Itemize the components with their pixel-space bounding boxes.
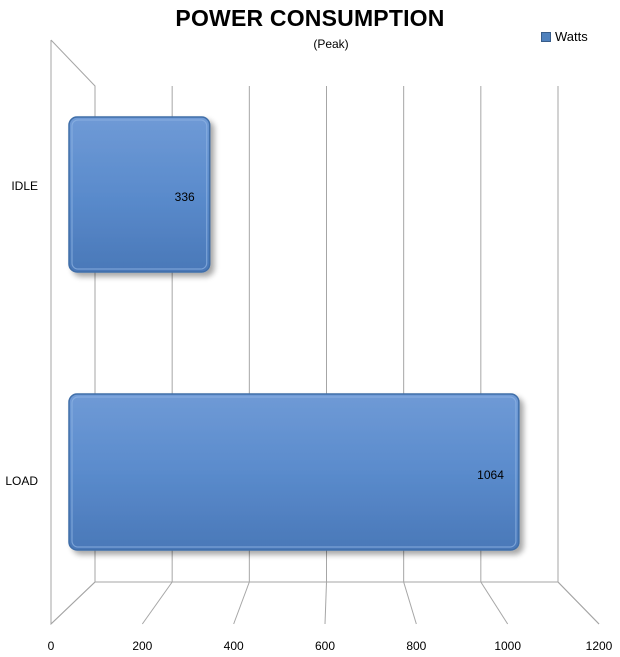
bar [68, 393, 520, 551]
labels: 0 200 400 600 800 1000 1200 336 IDLE 1064 LOAD [5, 179, 612, 653]
chart-subtitle: (Peak) [313, 37, 349, 51]
x-tick-label: 400 [224, 639, 244, 653]
x-tick-label: 800 [406, 639, 426, 653]
legend-swatch [541, 31, 551, 42]
legend: Watts [541, 29, 588, 44]
floor-gridline [403, 581, 417, 625]
floor-gridline [480, 581, 509, 625]
floor-gridline [324, 581, 327, 625]
bar-bevel [71, 396, 517, 548]
bars [68, 116, 520, 551]
data-label: 336 [175, 190, 195, 204]
category-label: IDLE [11, 179, 38, 193]
chart-title: POWER CONSUMPTION [175, 5, 445, 31]
bar-bevel [71, 119, 208, 270]
category-label: LOAD [5, 474, 38, 488]
floor-gridline [557, 581, 600, 625]
floor-gridline [141, 581, 173, 625]
x-tick-label: 1200 [586, 639, 613, 653]
x-tick-label: 200 [132, 639, 152, 653]
x-tick-label: 600 [315, 639, 335, 653]
legend-label: Watts [555, 29, 588, 44]
floor-gridline [233, 581, 250, 625]
x-tick-label: 1000 [494, 639, 521, 653]
x-tick-label: 0 [48, 639, 55, 653]
bar [68, 116, 211, 273]
data-label: 1064 [477, 468, 504, 482]
